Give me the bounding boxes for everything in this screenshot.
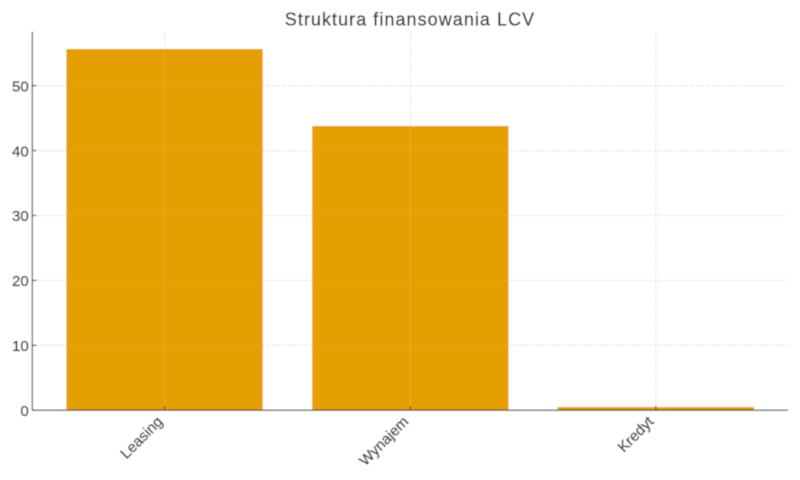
- svg-text:30: 30: [12, 208, 29, 225]
- svg-text:10: 10: [12, 338, 29, 355]
- svg-text:0: 0: [20, 403, 28, 420]
- svg-text:50: 50: [12, 78, 29, 95]
- svg-text:40: 40: [12, 143, 29, 160]
- svg-text:Struktura finansowania LCV: Struktura finansowania LCV: [285, 10, 535, 30]
- svg-text:20: 20: [12, 273, 29, 290]
